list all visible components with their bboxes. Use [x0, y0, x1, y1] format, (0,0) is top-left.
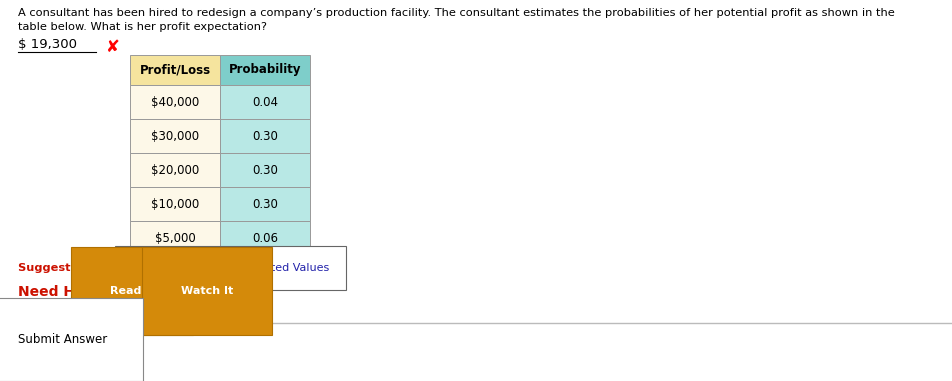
Bar: [220, 187, 310, 221]
Text: Read It: Read It: [110, 286, 154, 296]
Text: $40,000: $40,000: [150, 96, 199, 109]
Text: $20,000: $20,000: [150, 163, 199, 176]
Bar: [220, 153, 310, 187]
Text: Learn It: Caclulate Expected Values: Learn It: Caclulate Expected Values: [132, 263, 329, 273]
Text: table below. What is her profit expectation?: table below. What is her profit expectat…: [18, 22, 267, 32]
Text: A consultant has been hired to redesign a company’s production facility. The con: A consultant has been hired to redesign …: [18, 8, 895, 18]
Bar: [130, 55, 220, 85]
Text: Need Help?: Need Help?: [18, 285, 108, 299]
Bar: [130, 85, 220, 119]
Bar: [130, 187, 220, 221]
Text: Watch It: Watch It: [181, 286, 233, 296]
Text: $ 19,300: $ 19,300: [18, 38, 77, 51]
Bar: [220, 221, 310, 255]
Bar: [220, 85, 310, 119]
Text: 0.30: 0.30: [252, 197, 278, 210]
Text: 0.06: 0.06: [252, 232, 278, 245]
Text: Profit/Loss: Profit/Loss: [139, 64, 210, 77]
Text: Submit Answer: Submit Answer: [18, 333, 108, 346]
Text: Probability: Probability: [228, 64, 301, 77]
Text: 0.30: 0.30: [252, 163, 278, 176]
Text: 0.04: 0.04: [252, 96, 278, 109]
Bar: [220, 119, 310, 153]
Text: $5,000: $5,000: [154, 232, 195, 245]
Text: 0.30: 0.30: [252, 130, 278, 142]
Bar: [130, 119, 220, 153]
Bar: [220, 55, 310, 85]
Text: Suggested tutorial:: Suggested tutorial:: [18, 263, 143, 273]
Bar: [130, 153, 220, 187]
Text: $30,000: $30,000: [151, 130, 199, 142]
Bar: [130, 221, 220, 255]
Text: $10,000: $10,000: [150, 197, 199, 210]
Text: ✘: ✘: [106, 38, 120, 56]
